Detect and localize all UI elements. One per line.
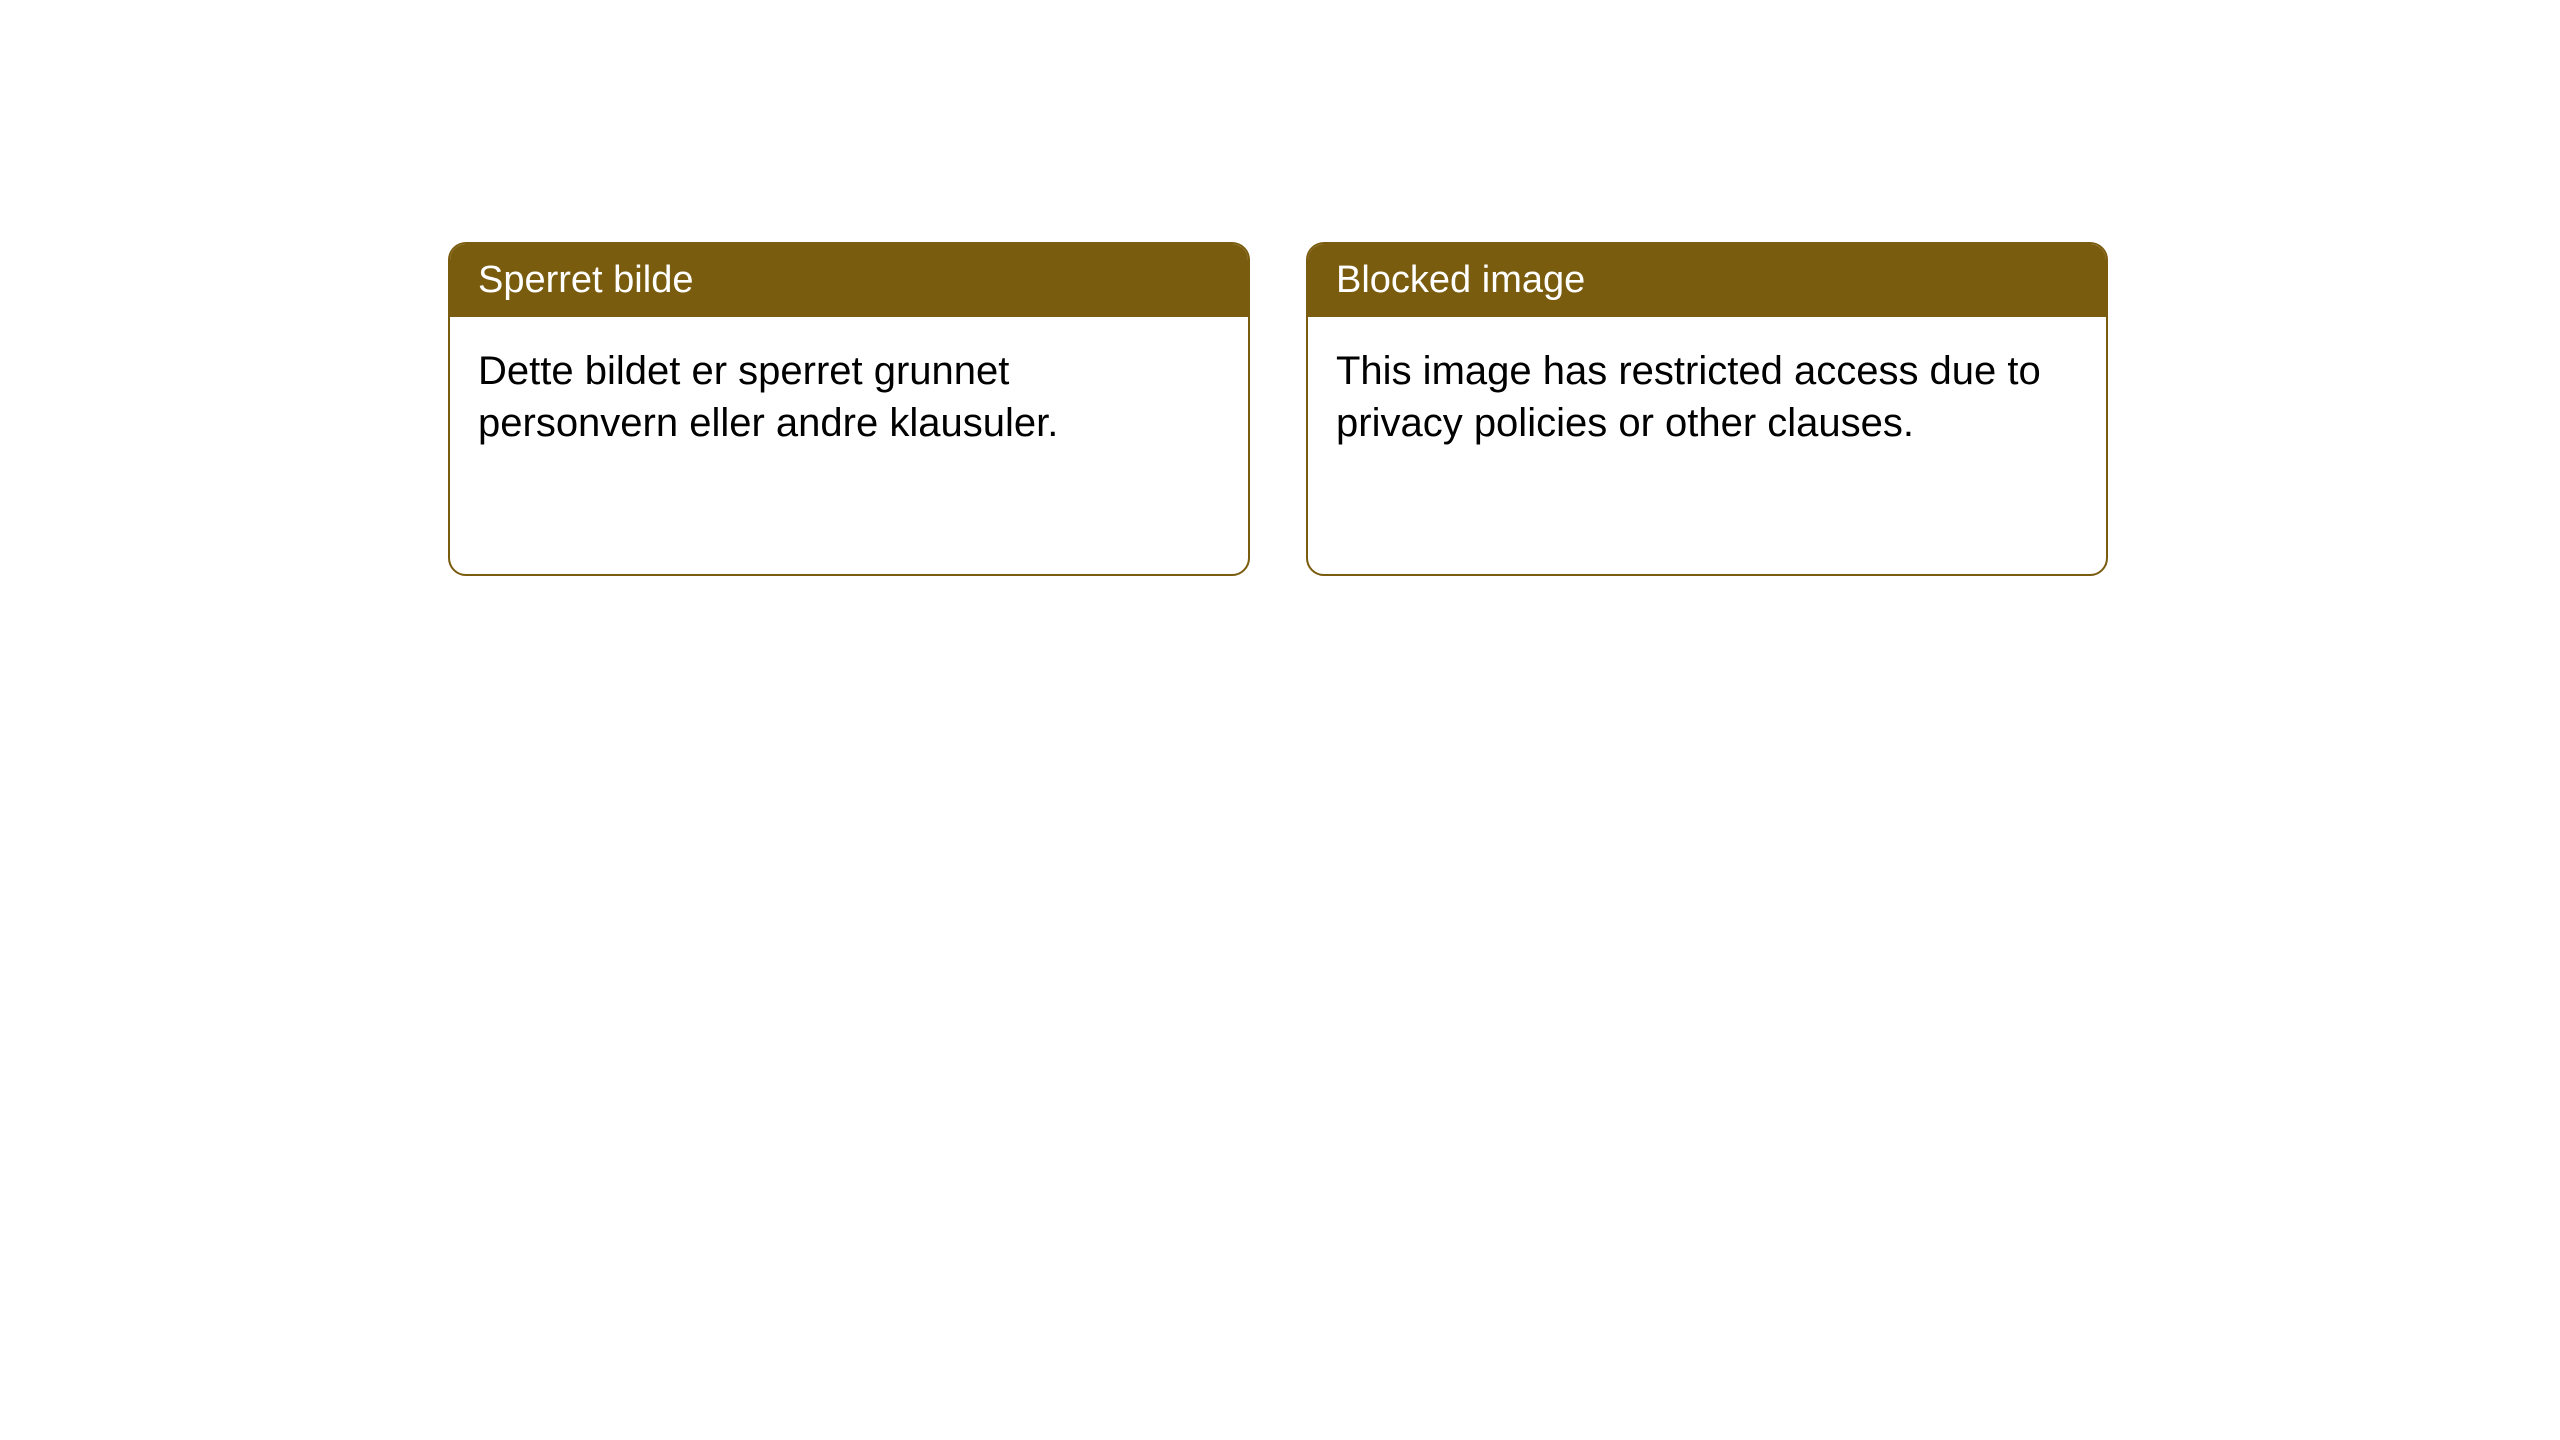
card-header: Sperret bilde	[450, 244, 1248, 317]
card-body: This image has restricted access due to …	[1308, 317, 2106, 574]
card-body: Dette bildet er sperret grunnet personve…	[450, 317, 1248, 574]
card-body-text: Dette bildet er sperret grunnet personve…	[478, 349, 1058, 445]
notice-cards-container: Sperret bilde Dette bildet er sperret gr…	[448, 242, 2108, 576]
notice-card-english: Blocked image This image has restricted …	[1306, 242, 2108, 576]
card-title: Sperret bilde	[478, 259, 693, 301]
notice-card-norwegian: Sperret bilde Dette bildet er sperret gr…	[448, 242, 1250, 576]
card-header: Blocked image	[1308, 244, 2106, 317]
card-title: Blocked image	[1336, 259, 1585, 301]
card-body-text: This image has restricted access due to …	[1336, 349, 2041, 445]
